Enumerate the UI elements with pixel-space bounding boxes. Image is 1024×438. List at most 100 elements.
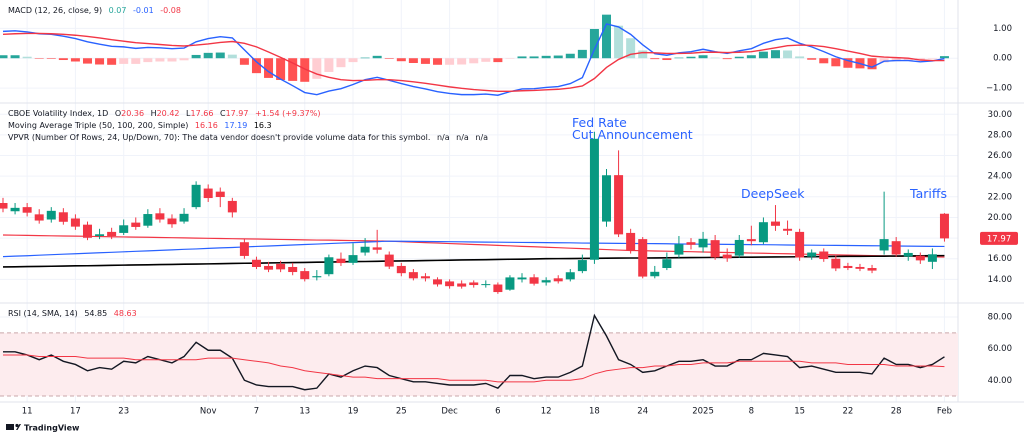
- candle-body: [783, 228, 793, 231]
- rsi-legend: RSI (14, SMA, 14) 54.85 48.63: [8, 308, 141, 319]
- histogram-bar: [264, 58, 274, 78]
- candle-body: [264, 265, 274, 270]
- histogram-bar: [565, 53, 575, 59]
- histogram-bar: [493, 58, 503, 63]
- candle-body: [22, 207, 32, 213]
- candle-body: [167, 218, 177, 225]
- histogram-bar: [312, 58, 322, 79]
- candle-body: [505, 277, 515, 290]
- ohlc-key: C: [219, 109, 226, 118]
- moving-average-line: [2, 254, 945, 268]
- candle-body: [312, 276, 322, 278]
- candle-body: [457, 283, 467, 287]
- candle-body: [734, 239, 744, 256]
- y-tick-label: 16.00: [988, 254, 1012, 264]
- histogram-bar: [70, 58, 80, 62]
- brand-name: TradingView: [24, 424, 80, 433]
- candle-body: [758, 222, 768, 243]
- candle-body: [891, 241, 901, 255]
- candle-body: [384, 254, 394, 267]
- x-tick-label: 18: [589, 407, 600, 417]
- x-tick-label: Nov: [200, 407, 217, 417]
- histogram-bar: [433, 58, 443, 65]
- histogram-bar: [517, 56, 527, 59]
- y-tick-label: 20.00: [988, 213, 1012, 223]
- candle-body: [577, 260, 587, 272]
- candle-body: [336, 258, 346, 264]
- candle-body: [529, 277, 539, 284]
- x-tick-label: 15: [794, 407, 805, 417]
- legend-value: n/a: [436, 133, 450, 142]
- legend-title: VPVR (Number Of Rows, 24, Up/Down, 70): …: [8, 133, 431, 142]
- candle-body: [10, 207, 20, 212]
- candle-body: [493, 284, 503, 293]
- histogram-bar: [831, 58, 841, 67]
- candle-body: [179, 213, 189, 222]
- histogram-bar: [215, 52, 225, 59]
- candle-body: [433, 279, 443, 285]
- histogram-bar: [770, 50, 780, 59]
- histogram-bar: [203, 52, 213, 59]
- histogram-bar: [360, 57, 370, 59]
- histogram-bar: [577, 49, 587, 59]
- y-tick-label: 28.00: [988, 130, 1012, 140]
- candle-body: [565, 272, 575, 280]
- y-tick-label: 60.00: [988, 344, 1012, 354]
- histogram-bar: [457, 58, 467, 65]
- histogram-bar: [372, 55, 382, 59]
- legend-value: -0.01: [132, 6, 154, 15]
- y-tick-label: −1.00: [986, 84, 1012, 94]
- candle-body: [662, 259, 672, 269]
- legend-title: RSI (14, SMA, 14): [8, 309, 78, 318]
- histogram-bar: [179, 58, 189, 61]
- x-tick-label: 6: [495, 407, 500, 417]
- vpvr-legend: VPVR (Number Of Rows, 24, Up/Down, 70): …: [8, 132, 492, 143]
- histogram-bar: [276, 58, 286, 81]
- y-tick-label: 1.00: [993, 24, 1012, 34]
- candle-body: [95, 234, 105, 237]
- x-tick-label: 23: [118, 407, 129, 417]
- histogram-bar: [722, 58, 732, 60]
- histogram-bar: [915, 58, 925, 61]
- histogram-bar: [131, 58, 141, 64]
- rsi-band: [0, 332, 958, 397]
- change-value: +1.54 (+9.37%): [255, 109, 321, 118]
- histogram-bar: [34, 58, 44, 59]
- candle-body: [276, 263, 286, 270]
- legend-title: CBOE Volatility Index, 1D: [8, 109, 109, 118]
- histogram-bar: [22, 56, 32, 59]
- legend-value: n/a: [456, 133, 469, 142]
- candle-body: [867, 268, 877, 271]
- candle-body: [215, 191, 225, 198]
- histogram-bar: [541, 55, 551, 59]
- candle-body: [227, 200, 237, 213]
- histogram-bar: [638, 50, 648, 59]
- legend-value: 16.16: [194, 121, 218, 130]
- candle-body: [300, 271, 310, 280]
- candle-body: [903, 252, 913, 257]
- histogram-bar: [348, 58, 358, 63]
- histogram-bar: [843, 58, 853, 68]
- rsi-line: [3, 354, 945, 383]
- legend-value: 0.07: [108, 6, 127, 15]
- histogram-bar: [420, 58, 430, 64]
- histogram-bar: [107, 58, 117, 65]
- x-tick-label: 12: [541, 407, 552, 417]
- histogram-bar: [445, 58, 455, 65]
- candle-body: [191, 184, 201, 208]
- histogram-bar: [614, 25, 624, 59]
- candle-body: [396, 265, 406, 274]
- moving-average-line: [2, 240, 945, 258]
- price-legend: CBOE Volatility Index, 1D O20.36 H20.42 …: [8, 108, 324, 119]
- candle-body: [82, 224, 92, 238]
- histogram-bar: [300, 58, 310, 82]
- histogram-bar: [746, 55, 756, 59]
- annotation: Cut Announcement: [572, 127, 693, 142]
- legend-value: -0.08: [160, 6, 181, 15]
- y-tick-label: 14.00: [988, 275, 1012, 285]
- candle-body: [372, 247, 382, 250]
- legend-value: 17.19: [224, 121, 248, 130]
- legend-value: 48.63: [113, 309, 137, 318]
- candle-body: [831, 258, 841, 269]
